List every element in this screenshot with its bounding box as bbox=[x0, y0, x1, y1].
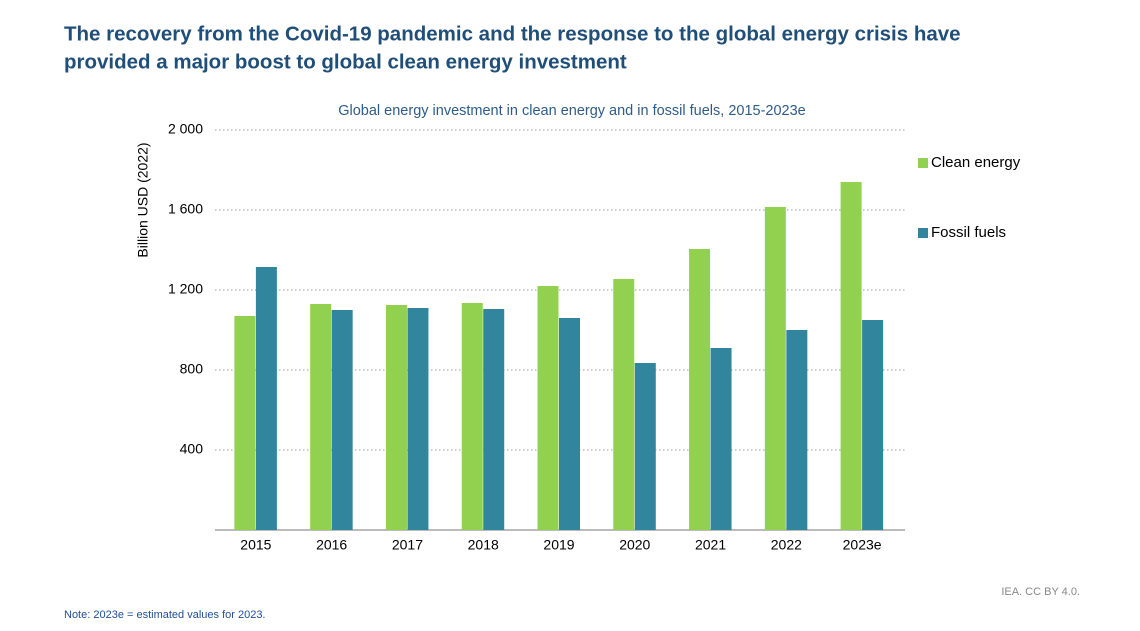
x-tick-label: 2022 bbox=[771, 537, 802, 553]
x-tick-label: 2016 bbox=[316, 537, 347, 553]
bar bbox=[862, 320, 884, 530]
bar bbox=[634, 363, 656, 530]
y-tick-label: 800 bbox=[180, 361, 204, 377]
bar bbox=[537, 286, 559, 530]
bar bbox=[840, 182, 862, 530]
bar bbox=[310, 304, 332, 530]
x-tick-label: 2018 bbox=[468, 537, 499, 553]
x-tick-label: 2019 bbox=[543, 537, 574, 553]
y-tick-label: 2 000 bbox=[168, 121, 203, 137]
legend-swatch bbox=[918, 158, 928, 168]
x-tick-label: 2021 bbox=[695, 537, 726, 553]
x-tick-label: 2020 bbox=[619, 537, 650, 553]
chart-title: Global energy investment in clean energy… bbox=[338, 103, 806, 119]
source: IEA. CC BY 4.0. bbox=[1001, 586, 1080, 598]
note: Note: 2023e = estimated values for 2023. bbox=[64, 609, 266, 621]
bar bbox=[461, 303, 483, 530]
headline: The recovery from the Covid-19 pandemic … bbox=[64, 22, 961, 45]
bar bbox=[234, 316, 256, 530]
headline: provided a major boost to global clean e… bbox=[64, 50, 627, 73]
bar bbox=[407, 308, 429, 530]
bar bbox=[331, 310, 353, 530]
x-tick-label: 2023e bbox=[843, 537, 882, 553]
y-tick-label: 400 bbox=[180, 441, 204, 457]
legend-label: Fossil fuels bbox=[931, 224, 1006, 241]
x-tick-label: 2015 bbox=[240, 537, 271, 553]
y-tick-label: 1 200 bbox=[168, 281, 203, 297]
y-axis-label: Billion USD (2022) bbox=[135, 142, 151, 257]
bar bbox=[764, 207, 786, 530]
bar bbox=[385, 305, 407, 530]
bar bbox=[689, 249, 711, 530]
bar bbox=[483, 309, 505, 530]
bar bbox=[613, 279, 635, 530]
legend-label: Clean energy bbox=[931, 154, 1021, 171]
bar bbox=[255, 267, 277, 530]
x-tick-label: 2017 bbox=[392, 537, 423, 553]
bar bbox=[786, 330, 808, 530]
legend-swatch bbox=[918, 228, 928, 238]
bar bbox=[559, 318, 580, 530]
bar bbox=[710, 348, 732, 530]
y-tick-label: 1 600 bbox=[168, 201, 203, 217]
